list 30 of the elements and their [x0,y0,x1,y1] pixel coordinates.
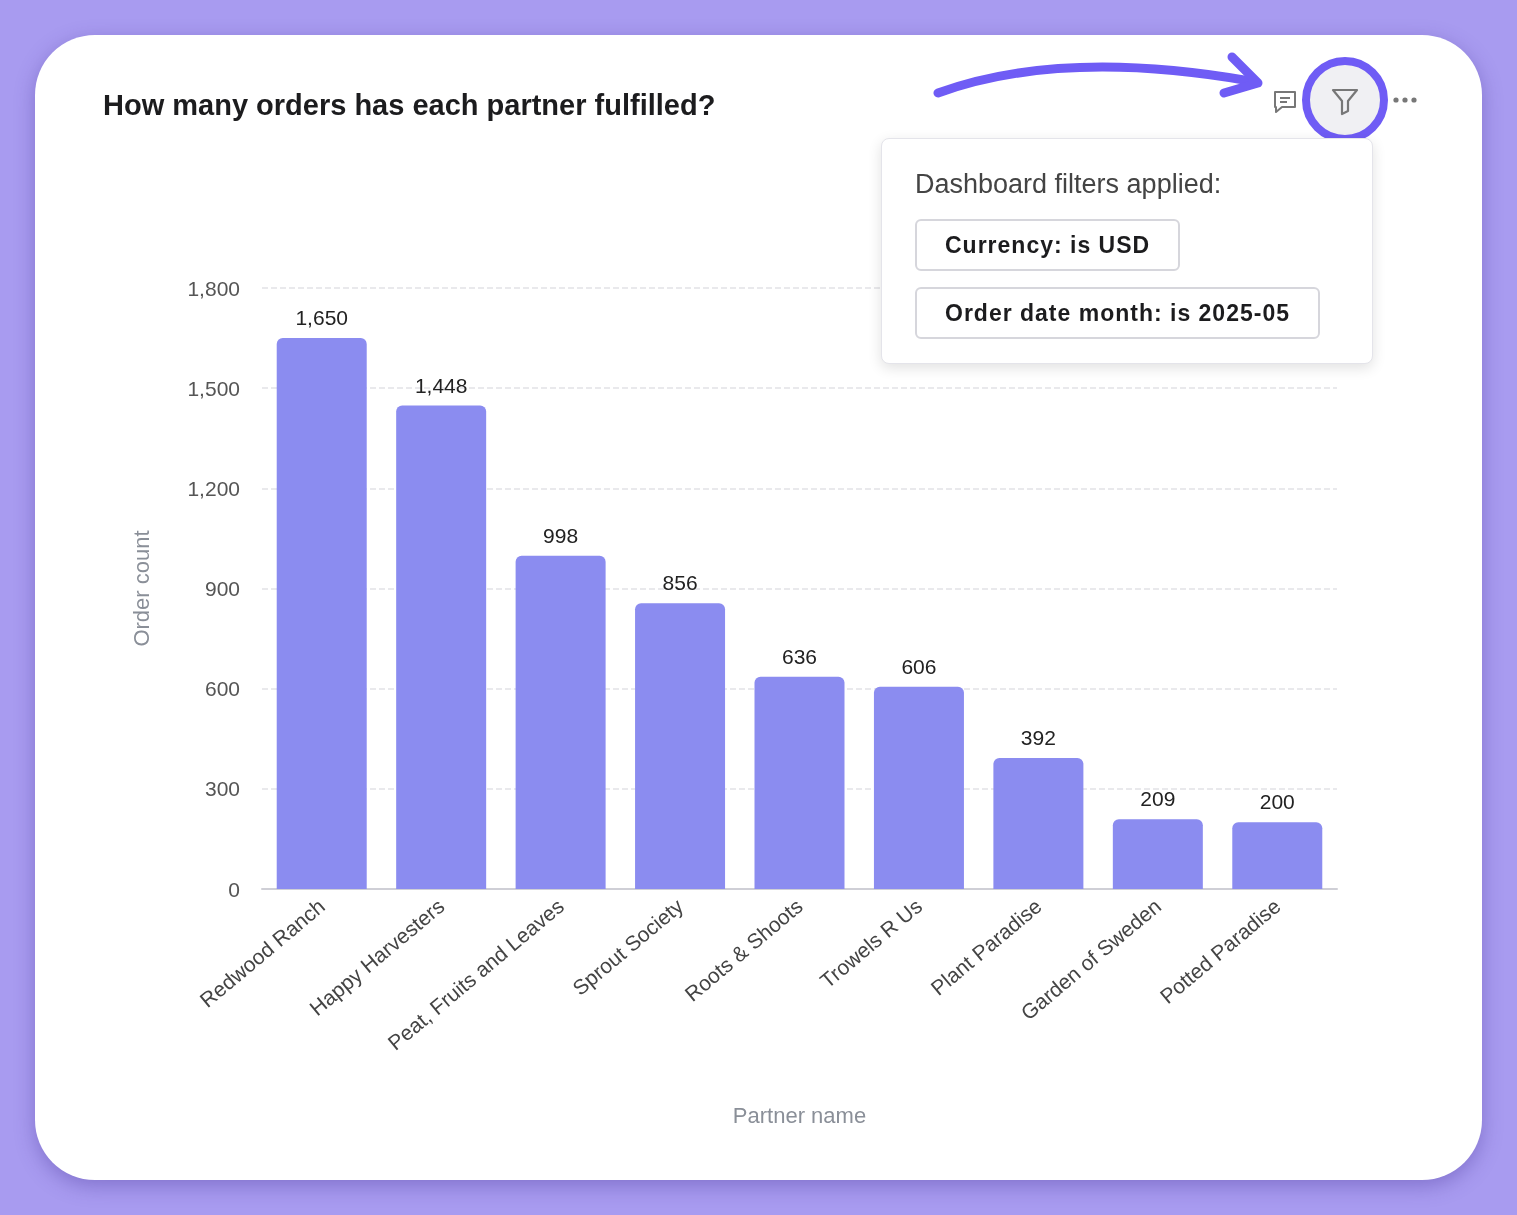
y-tick-label: 900 [204,577,240,600]
bar [515,555,606,889]
data-label: 392 [1020,726,1056,750]
y-tick-label: 1,800 [187,276,240,300]
data-label: 636 [781,644,818,668]
y-tick-label: 1,200 [187,476,240,500]
data-label: 1,650 [295,306,348,330]
bar [276,338,367,889]
chart-title: How many orders has each partner fulfilled? [103,88,716,121]
y-tick-label: 0 [228,877,240,901]
bar [873,686,964,889]
x-axis-title: Partner name [732,1102,867,1128]
bar [754,676,845,889]
data-label: 200 [1259,790,1295,814]
y-tick-label: 300 [204,777,240,801]
data-label: 209 [1140,787,1176,811]
bar [1232,822,1323,889]
bar [396,405,487,889]
data-label: 606 [901,654,937,678]
data-label: 998 [543,523,579,547]
bar [1112,819,1203,889]
y-tick-label: 600 [204,677,240,701]
y-tick-label: 1,500 [187,376,240,400]
filter-popover: Dashboard filters applied: Currency: is USD Order date month: is 2025-05 [881,138,1373,364]
bar [993,758,1084,889]
data-label: 856 [662,571,698,595]
bar [635,603,726,889]
y-axis-title: Order count [128,530,154,647]
data-label: 1,448 [414,373,468,397]
annotation: Order date month: is 2025-05 [915,287,1320,339]
